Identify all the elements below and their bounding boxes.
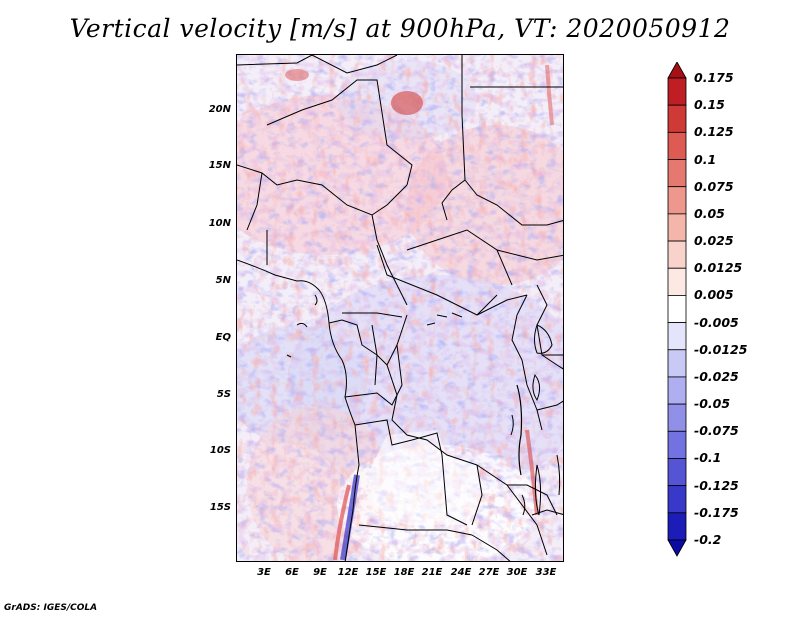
colorbar-label: 0.1 — [694, 151, 717, 167]
colorbar-label: -0.05 — [694, 396, 731, 412]
colorbar-segment — [667, 403, 687, 432]
map-panel — [236, 54, 564, 562]
lat-label: 5S — [216, 389, 231, 400]
colorbar-label: -0.005 — [694, 314, 739, 330]
lon-label: 18E — [393, 567, 415, 578]
colorbar-segment — [667, 186, 687, 215]
colorbar-label: -0.075 — [694, 423, 739, 439]
lat-label: 5N — [215, 275, 231, 286]
lon-label: 9E — [313, 567, 327, 578]
colorbar-segment — [667, 539, 687, 557]
lon-label: 24E — [450, 567, 472, 578]
colorbar-segment — [667, 62, 687, 79]
lat-label: 20N — [208, 104, 231, 115]
colorbar-segment — [667, 512, 687, 541]
colorbar: 0.175 0.15 0.125 0.1 0.075 0.05 0.025 0.0125 0.0… — [666, 62, 796, 562]
lat-label: 10N — [208, 218, 231, 229]
colorbar-label: 0.175 — [694, 70, 734, 85]
colorbar-label: -0.125 — [694, 477, 739, 493]
colorbar-label: -0.025 — [694, 368, 739, 384]
chart-title: Vertical velocity [m/s] at 900hPa, VT: 2… — [69, 14, 731, 43]
colorbar-segment — [667, 485, 687, 514]
colorbar-segment — [667, 295, 687, 323]
colorbar-segment — [667, 267, 687, 296]
lat-label: 10S — [209, 445, 231, 456]
lon-label: 15E — [365, 567, 387, 578]
colorbar-label: -0.175 — [694, 504, 739, 520]
lat-label: 15N — [208, 160, 231, 171]
colorbar-label: 0.005 — [694, 287, 734, 303]
colorbar-label: 0.0125 — [694, 260, 743, 276]
lon-label: 12E — [337, 567, 359, 578]
lat-label: 15S — [209, 502, 231, 513]
lon-label: 3E — [257, 567, 271, 578]
colorbar-segment — [667, 213, 687, 242]
colorbar-label: 0.025 — [694, 233, 734, 249]
colorbar-segment — [667, 376, 687, 405]
calm-region — [367, 430, 482, 525]
colorbar-segment — [667, 131, 687, 160]
credit-text: GrADS: IGES/COLA — [4, 603, 98, 613]
colorbar-segment — [667, 77, 687, 106]
lon-label: 30E — [506, 567, 528, 578]
colorbar-scale — [667, 62, 687, 557]
colorbar-label: 0.05 — [694, 205, 725, 221]
colorbar-label: -0.1 — [694, 450, 722, 466]
colorbar-segment — [667, 458, 687, 487]
colorbar-label: 0.075 — [694, 178, 734, 194]
colorbar-segment — [667, 240, 687, 269]
colorbar-label: 0.125 — [694, 124, 734, 140]
colorbar-label: -0.0125 — [694, 341, 748, 357]
colorbar-segment — [667, 104, 687, 133]
lat-label: EQ — [215, 332, 231, 343]
velocity-field-map — [237, 55, 563, 561]
colorbar-label: -0.2 — [694, 532, 722, 547]
lon-label: 6E — [285, 567, 299, 578]
lon-label: 33E — [535, 567, 557, 578]
colorbar-label: 0.15 — [694, 97, 725, 113]
colorbar-segment — [667, 159, 687, 188]
lon-label: 21E — [421, 567, 443, 578]
country-borders — [237, 55, 563, 561]
colorbar-segment — [667, 349, 687, 378]
lon-label: 27E — [478, 567, 500, 578]
colorbar-segment — [667, 430, 687, 459]
colorbar-segment — [667, 322, 687, 351]
